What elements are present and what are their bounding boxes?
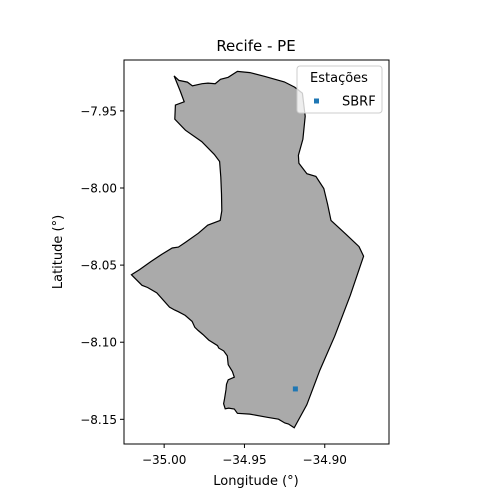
- y-tick-label: −8.05: [80, 259, 117, 273]
- x-axis-ticks: −35.00 −34.95 −34.90: [142, 444, 347, 467]
- y-axis-label: Latitude (°): [51, 215, 66, 289]
- y-axis-ticks: −7.95 −8.00 −8.05 −8.10 −8.15: [80, 104, 124, 427]
- legend-marker-sbrf: [314, 98, 319, 104]
- legend: Estações SBRF: [296, 65, 383, 114]
- station-marker-sbrf: [292, 386, 298, 392]
- legend-entries: SBRF: [314, 95, 376, 110]
- axes-frame: [123, 59, 390, 445]
- x-tick-label: −34.95: [222, 453, 266, 467]
- legend-label-sbrf: SBRF: [342, 95, 376, 110]
- y-tick-label: −8.00: [80, 182, 117, 196]
- x-tick-label: −35.00: [142, 453, 186, 467]
- x-axis-label: Longitude (°): [213, 474, 298, 489]
- map-title: Recife - PE: [216, 37, 295, 55]
- y-tick-label: −8.10: [80, 336, 117, 350]
- station-markers: [292, 386, 298, 392]
- x-tick-label: −34.90: [303, 453, 347, 467]
- y-tick-label: −8.15: [80, 413, 117, 427]
- legend-title: Estações: [310, 71, 368, 86]
- y-tick-label: −7.95: [80, 104, 117, 118]
